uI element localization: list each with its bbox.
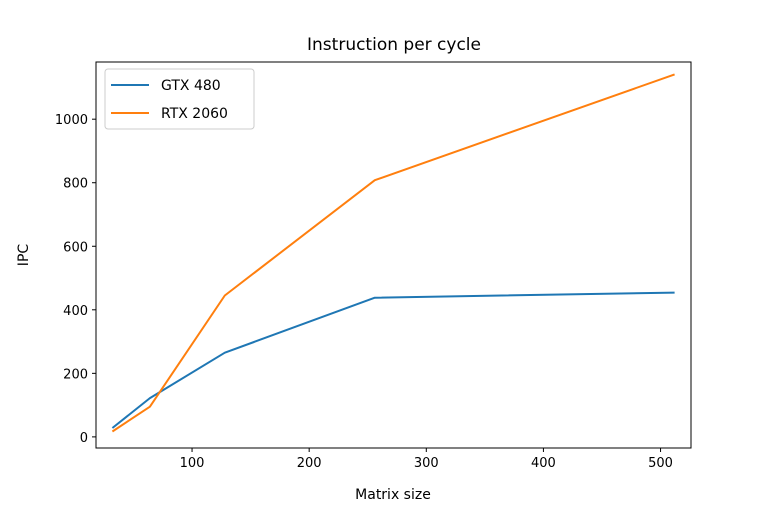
y-axis-label: IPC	[16, 244, 32, 267]
x-axis-ticks: 100 200 300 400 500	[180, 448, 673, 471]
y-axis-ticks: 0 200 400 600 800 1000	[55, 113, 96, 446]
x-tick-label: 200	[297, 456, 322, 471]
series-line-1	[111, 73, 675, 433]
legend: GTX 480 RTX 2060	[104, 68, 255, 130]
chart-title: Instruction per cycle	[307, 35, 481, 55]
plot-frame	[95, 61, 692, 449]
y-tick-label: 0	[80, 431, 88, 446]
x-tick-label: 100	[180, 456, 205, 471]
y-tick-label: 800	[63, 177, 88, 192]
y-tick-label: 1000	[55, 113, 88, 128]
x-axis-label: Matrix size	[355, 487, 431, 503]
series-line-0	[111, 291, 675, 429]
legend-label-0: GTX 480	[161, 78, 221, 94]
y-tick-label: 200	[63, 367, 88, 382]
x-tick-label: 300	[414, 456, 439, 471]
y-tick-label: 400	[63, 304, 88, 319]
legend-label-1: RTX 2060	[161, 106, 228, 122]
plot-lines	[111, 73, 675, 433]
x-tick-label: 400	[531, 456, 556, 471]
x-tick-label: 500	[648, 456, 673, 471]
y-tick-label: 600	[63, 240, 88, 255]
